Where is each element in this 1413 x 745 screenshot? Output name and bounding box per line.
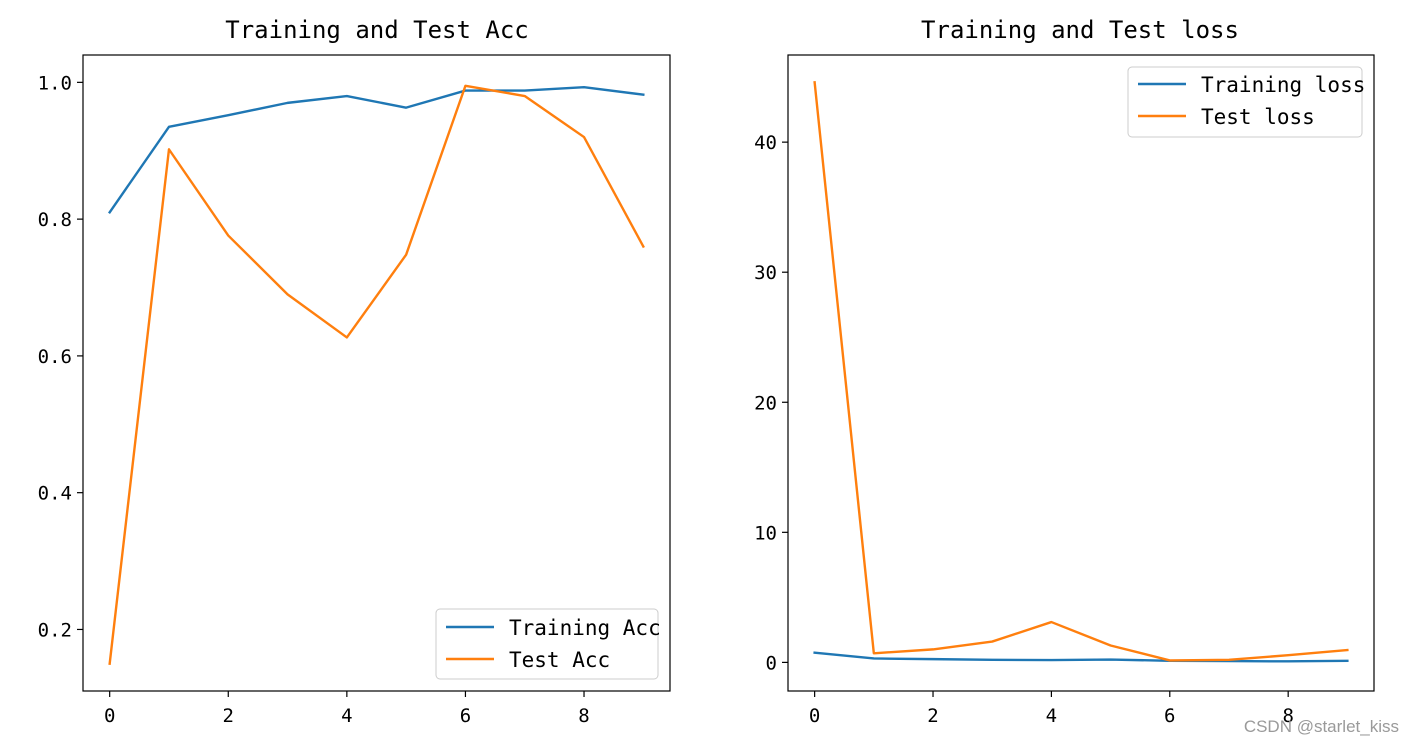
acc-tick-layer: 0 2 4 6 8 0.2 0.4 0.6 0.8 1.0 [38, 72, 590, 727]
acc-x-tick-label: 8 [578, 705, 589, 727]
acc-series-line-training [108, 85, 645, 214]
loss-series-line-test [813, 80, 1349, 662]
acc-legend: Training Acc Test Acc [435, 608, 661, 680]
loss-y-tick-label: 20 [754, 392, 777, 414]
loss-x-tick-label: 2 [927, 705, 938, 727]
acc-y-tick-label: 0.4 [38, 483, 72, 505]
acc-y-tick-label: 1.0 [38, 72, 72, 94]
loss-y-tick-label: 0 [766, 652, 777, 674]
loss-series-layer [813, 80, 1349, 663]
acc-x-tick-label: 2 [223, 705, 234, 727]
loss-x-tick-label: 6 [1164, 705, 1175, 727]
loss-x-tick-label: 0 [809, 705, 820, 727]
loss-series-line-training [813, 651, 1349, 663]
acc-plot-frame [82, 54, 671, 692]
loss-chart: Training and Test loss 0 2 4 6 8 0 10 20 30 40 Tr… [754, 16, 1375, 727]
watermark: CSDN @starlet_kiss [1243, 717, 1399, 736]
acc-y-tick-label: 0.8 [38, 209, 72, 231]
loss-legend-label-training: Training loss [1201, 73, 1365, 97]
acc-x-tick-label: 6 [460, 705, 471, 727]
loss-x-tick-label: 4 [1046, 705, 1057, 727]
acc-y-tick-label: 0.6 [38, 346, 72, 368]
acc-series-line-test [108, 84, 645, 665]
acc-chart: Training and Test Acc 0 2 4 6 8 0.2 0.4 0.6 0.8 1… [38, 16, 671, 727]
loss-tick-layer: 0 2 4 6 8 0 10 20 30 40 [754, 132, 1294, 727]
loss-legend-box [1127, 66, 1363, 138]
loss-plot-frame [787, 54, 1375, 692]
loss-x-tick-label: 8 [1282, 705, 1293, 727]
loss-legend: Training loss Test loss [1127, 66, 1365, 138]
loss-y-tick-label: 40 [754, 132, 777, 154]
loss-chart-title: Training and Test loss [921, 16, 1239, 44]
loss-y-tick-label: 10 [754, 522, 777, 544]
acc-x-tick-label: 4 [341, 705, 352, 727]
loss-legend-label-test: Test loss [1201, 105, 1315, 129]
acc-series-layer [108, 84, 645, 665]
acc-x-tick-label: 0 [104, 705, 115, 727]
acc-legend-label-test: Test Acc [509, 648, 610, 672]
acc-y-tick-label: 0.2 [38, 619, 72, 641]
acc-legend-label-training: Training Acc [509, 616, 661, 640]
acc-chart-title: Training and Test Acc [225, 16, 528, 44]
loss-y-tick-label: 30 [754, 262, 777, 284]
